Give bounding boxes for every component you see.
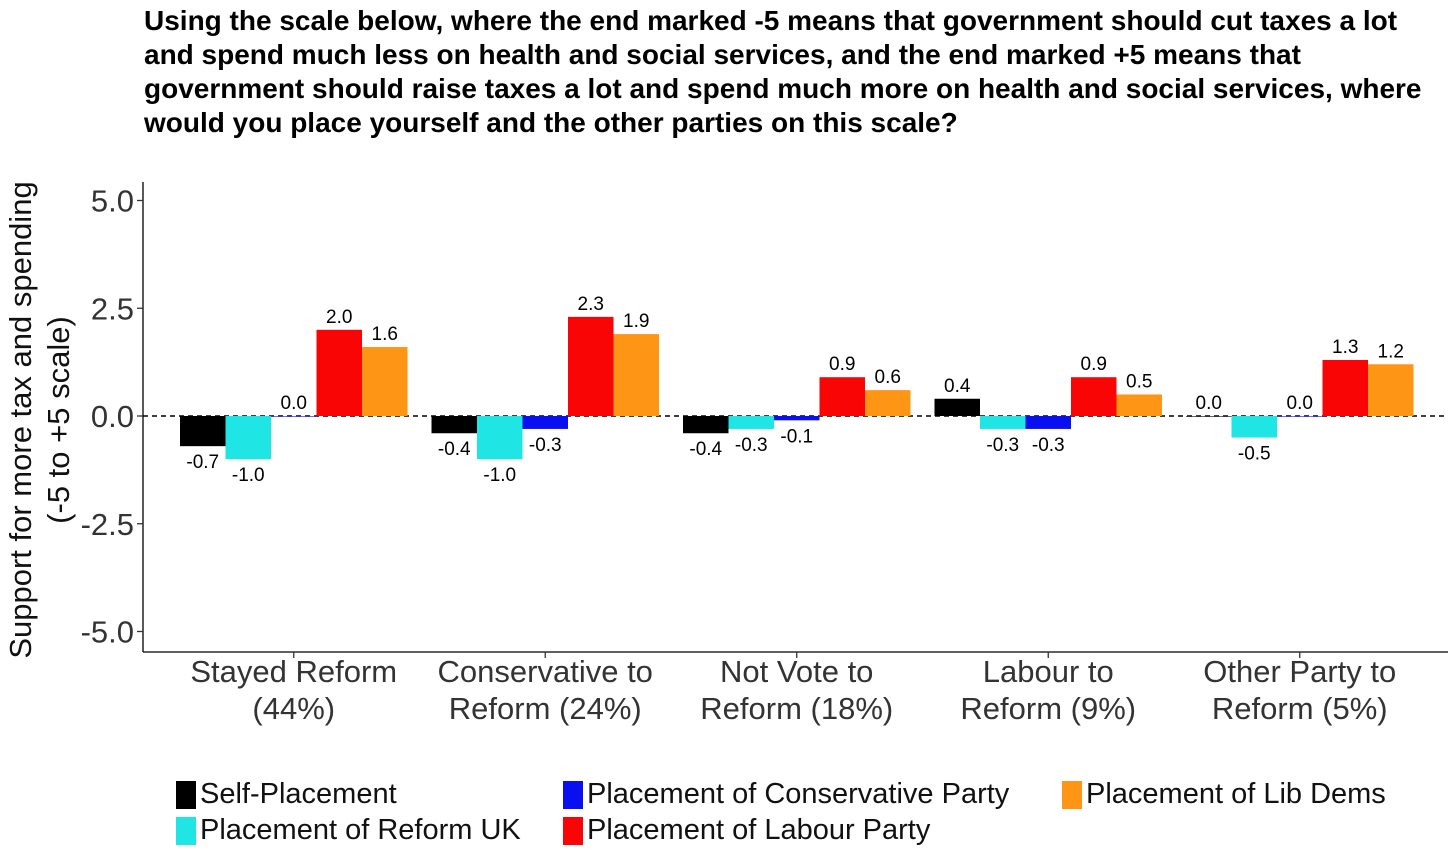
- legend-swatch: [176, 780, 196, 809]
- bars: [180, 316, 1414, 460]
- bar: [819, 377, 865, 416]
- data-label: 0.0: [281, 393, 307, 414]
- data-label: -1.0: [483, 465, 516, 486]
- legend-item: Placement of Labour Party: [563, 814, 930, 847]
- x-tick-label-line1: Labour to: [983, 654, 1114, 689]
- bar: [728, 416, 774, 429]
- legend-swatch: [1062, 780, 1082, 809]
- y-tick-label: 5.0: [91, 184, 134, 219]
- x-tick-label-line1: Stayed Reform: [190, 654, 397, 689]
- x-tick-label-line1: Not Vote to: [720, 654, 873, 689]
- data-label: -0.3: [986, 435, 1019, 456]
- y-tick-label: 0.0: [91, 399, 134, 434]
- bar: [477, 416, 523, 460]
- legend-label: Placement of Lib Dems: [1086, 778, 1386, 810]
- data-label: -0.3: [529, 435, 562, 456]
- data-label: 1.6: [372, 324, 398, 345]
- data-label: 0.0: [1287, 393, 1313, 414]
- bar: [865, 390, 911, 416]
- bar: [683, 416, 729, 434]
- data-label: 0.4: [944, 376, 971, 397]
- data-label: -1.0: [232, 465, 265, 486]
- legend-item: Placement of Conservative Party: [563, 778, 1009, 811]
- bar: [1322, 359, 1368, 416]
- y-tick-label: -5.0: [81, 615, 134, 650]
- data-label: 1.3: [1332, 337, 1358, 358]
- legend-swatch: [176, 816, 196, 845]
- data-label: -0.3: [735, 435, 768, 456]
- data-labels: -0.7-1.00.02.01.6-0.4-1.0-0.32.31.9-0.4-…: [186, 294, 1404, 486]
- legend-item: Self-Placement: [176, 778, 397, 811]
- legend-label: Self-Placement: [200, 778, 397, 810]
- legend-label: Placement of Reform UK: [200, 814, 521, 846]
- bar: [1116, 394, 1162, 416]
- bar: [1277, 416, 1323, 417]
- legend-item: Placement of Reform UK: [176, 814, 521, 847]
- data-label: -0.3: [1032, 435, 1065, 456]
- x-tick-label-line1: Other Party to: [1203, 654, 1396, 689]
- data-label: -0.7: [186, 452, 219, 473]
- legend-label: Placement of Conservative Party: [587, 778, 1010, 810]
- bar: [1368, 364, 1414, 416]
- y-tick-label: -2.5: [81, 507, 134, 542]
- data-label: 0.5: [1126, 371, 1152, 392]
- x-tick-labels: Stayed Reform(44%)Conservative toReform …: [190, 652, 1396, 726]
- data-label: 2.0: [326, 307, 352, 328]
- bar: [1186, 416, 1232, 417]
- data-label: 0.6: [875, 367, 901, 388]
- legend-label: Placement of Labour Party: [587, 814, 931, 846]
- bar: [316, 329, 362, 416]
- legend-swatch: [563, 816, 583, 845]
- data-label: -0.4: [689, 439, 722, 460]
- chart-title: Using the scale below, where the end mar…: [144, 5, 1422, 138]
- x-tick-label-line2: Reform (9%): [960, 691, 1136, 726]
- data-label: -0.4: [438, 439, 471, 460]
- bar: [934, 398, 980, 416]
- y-tick-label: 2.5: [91, 291, 134, 326]
- bar: [431, 416, 477, 434]
- bar: [1231, 416, 1277, 438]
- bar: [1071, 377, 1117, 416]
- data-label: -0.1: [780, 426, 813, 447]
- x-tick-label-line2: (44%): [252, 691, 335, 726]
- y-axis-label-line1: Support for more tax and spending: [3, 181, 38, 658]
- bar: [522, 416, 568, 429]
- y-axis-label: Support for more tax and spending (-5 to …: [3, 181, 76, 658]
- data-label: 2.3: [578, 294, 604, 315]
- bar: [180, 416, 226, 447]
- x-tick-label-line2: Reform (5%): [1212, 691, 1388, 726]
- data-label: 0.9: [829, 354, 855, 375]
- bar: [980, 416, 1026, 429]
- data-label: 1.9: [623, 311, 649, 332]
- axes: -5.0 -2.5 0.0 2.5 5.0: [81, 182, 1448, 653]
- data-label: 0.9: [1081, 354, 1107, 375]
- bar: [774, 416, 820, 421]
- bar: [1025, 416, 1071, 429]
- data-label: -0.5: [1238, 444, 1271, 465]
- x-tick-label-line2: Reform (24%): [449, 691, 642, 726]
- data-label: 1.2: [1378, 341, 1404, 362]
- bar: [271, 416, 317, 417]
- bar: [225, 416, 271, 460]
- x-tick-label-line2: Reform (18%): [700, 691, 893, 726]
- legend-item: Placement of Lib Dems: [1062, 778, 1386, 811]
- data-label: 0.0: [1196, 393, 1222, 414]
- legend-swatch: [563, 780, 583, 809]
- bar: [613, 334, 659, 416]
- y-axis-label-line2: (-5 to +5 scale): [41, 316, 76, 524]
- x-tick-label-line1: Conservative to: [438, 654, 653, 689]
- bar: [568, 316, 614, 416]
- bar: [362, 347, 408, 416]
